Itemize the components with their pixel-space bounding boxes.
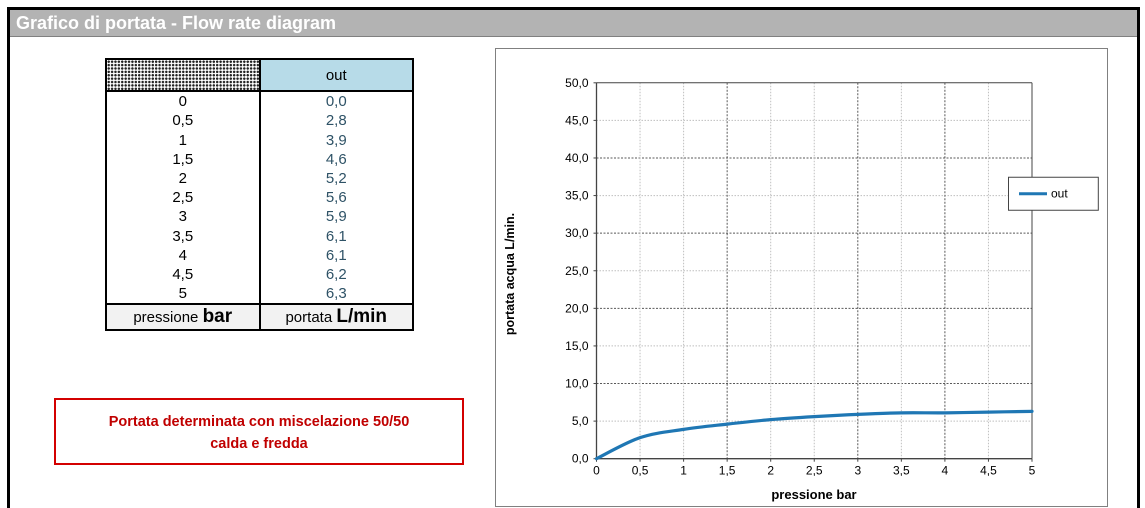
svg-text:out: out — [1051, 187, 1068, 201]
svg-text:1,5: 1,5 — [719, 464, 736, 478]
svg-text:4,5: 4,5 — [980, 464, 997, 478]
svg-text:5: 5 — [1029, 464, 1036, 478]
svg-text:3: 3 — [854, 464, 861, 478]
svg-text:50,0: 50,0 — [565, 76, 589, 90]
svg-text:5,0: 5,0 — [572, 414, 589, 428]
svg-text:45,0: 45,0 — [565, 113, 589, 127]
svg-text:pressione bar: pressione bar — [771, 487, 856, 502]
svg-text:2: 2 — [767, 464, 774, 478]
svg-text:35,0: 35,0 — [565, 189, 589, 203]
svg-text:15,0: 15,0 — [565, 339, 589, 353]
svg-text:40,0: 40,0 — [565, 151, 589, 165]
svg-text:3,5: 3,5 — [893, 464, 910, 478]
svg-text:20,0: 20,0 — [565, 301, 589, 315]
svg-text:2,5: 2,5 — [806, 464, 823, 478]
svg-text:10,0: 10,0 — [565, 377, 589, 391]
svg-text:0,5: 0,5 — [632, 464, 649, 478]
svg-text:1: 1 — [680, 464, 687, 478]
svg-text:portata acqua L/min.: portata acqua L/min. — [503, 213, 517, 335]
svg-text:0,0: 0,0 — [572, 452, 589, 466]
svg-text:30,0: 30,0 — [565, 226, 589, 240]
svg-text:4: 4 — [942, 464, 949, 478]
svg-text:25,0: 25,0 — [565, 264, 589, 278]
svg-text:0: 0 — [593, 464, 600, 478]
